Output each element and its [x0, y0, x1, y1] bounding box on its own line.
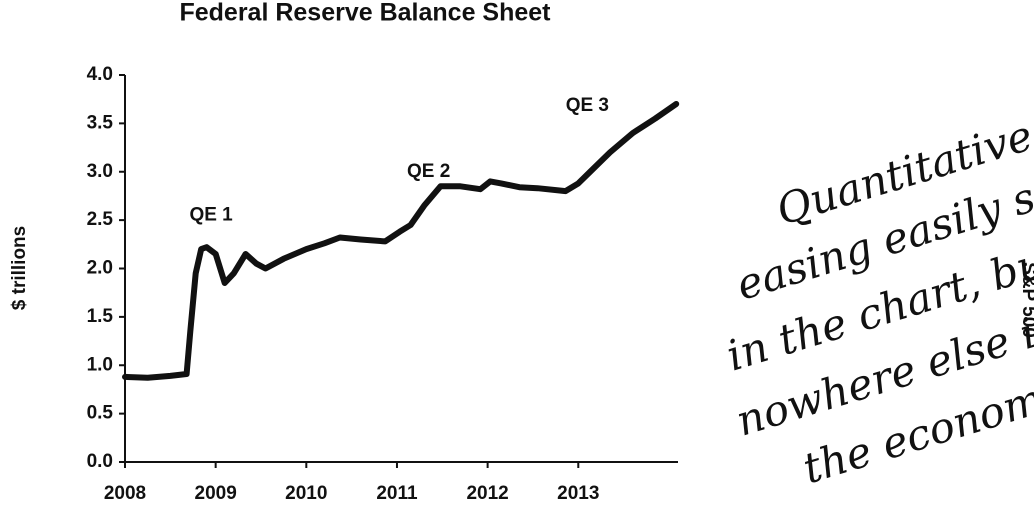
annotation: QE 2	[407, 161, 450, 182]
y-axis-label: $ trillions	[9, 226, 30, 310]
right-axis-label: S&P 500	[1018, 262, 1034, 338]
y-tick-label: 4.0	[87, 64, 113, 85]
annotation: QE 3	[566, 95, 609, 116]
data-line	[122, 101, 680, 381]
chart-title: Federal Reserve Balance Sheet	[179, 0, 551, 27]
x-tick-label: 2008	[104, 483, 146, 504]
x-tick-label: 2010	[285, 483, 327, 504]
y-tick-label: 2.0	[87, 258, 113, 279]
y-tick-label: 3.5	[87, 112, 114, 133]
y-tick-label: 2.5	[87, 209, 114, 230]
y-tick-label: 3.0	[87, 161, 113, 182]
y-tick-label: 0.5	[87, 403, 114, 424]
y-tick-label: 0.0	[87, 451, 113, 472]
annotation: QE 1	[189, 204, 233, 225]
x-tick-label: 2011	[376, 483, 418, 504]
x-tick-label: 2009	[195, 483, 237, 504]
y-tick-label: 1.0	[87, 354, 113, 375]
y-tick-label: 1.5	[87, 306, 114, 327]
x-tick-label: 2013	[557, 483, 599, 504]
x-tick-label: 2012	[466, 483, 508, 504]
